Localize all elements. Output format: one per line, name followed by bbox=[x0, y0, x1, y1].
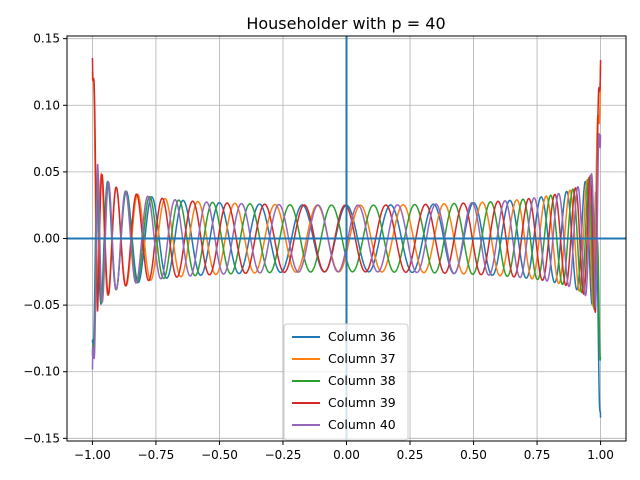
y-tick-label: 0.10 bbox=[33, 98, 60, 112]
chart-title: Householder with p = 40 bbox=[246, 14, 445, 33]
x-tick-label: 1.00 bbox=[587, 448, 614, 462]
x-tick-label: −0.25 bbox=[265, 448, 302, 462]
legend-box bbox=[283, 323, 409, 441]
legend-label: Column 40 bbox=[328, 417, 396, 432]
legend-label: Column 36 bbox=[328, 329, 396, 344]
x-tick-label: 0.75 bbox=[524, 448, 551, 462]
x-tick-label: 0.00 bbox=[333, 448, 360, 462]
x-tick-label: 0.50 bbox=[460, 448, 487, 462]
x-tick-label: −0.75 bbox=[138, 448, 175, 462]
y-tick-label: −0.10 bbox=[23, 365, 60, 379]
legend-label: Column 39 bbox=[328, 395, 396, 410]
x-tick-label: 0.25 bbox=[397, 448, 424, 462]
y-tick-label: 0.05 bbox=[33, 165, 60, 179]
axis-ticks: −1.00 −0.75 −0.50 −0.25 0.00 0.25 0.50 0.75 1.00… bbox=[23, 32, 614, 462]
y-tick-label: 0.00 bbox=[33, 232, 60, 246]
y-tick-label: −0.15 bbox=[23, 431, 60, 445]
x-tick-label: −1.00 bbox=[74, 448, 111, 462]
x-tick-label: −0.50 bbox=[201, 448, 238, 462]
y-tick-label: 0.15 bbox=[33, 32, 60, 46]
legend-label: Column 38 bbox=[328, 373, 396, 388]
legend-label: Column 37 bbox=[328, 351, 396, 366]
y-tick-label: −0.05 bbox=[23, 298, 60, 312]
legend: Column 36 Column 37 Column 38 Column 39 Colu… bbox=[283, 323, 409, 441]
